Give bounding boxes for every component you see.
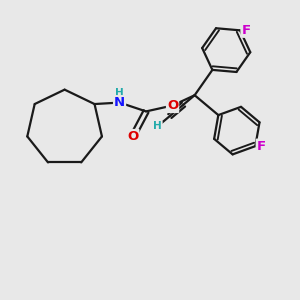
Text: H: H [115,88,124,98]
Text: O: O [127,130,138,143]
Text: O: O [167,99,178,112]
Text: N: N [114,96,125,109]
Text: F: F [242,24,250,37]
Text: H: H [153,122,162,131]
Text: F: F [257,140,266,153]
